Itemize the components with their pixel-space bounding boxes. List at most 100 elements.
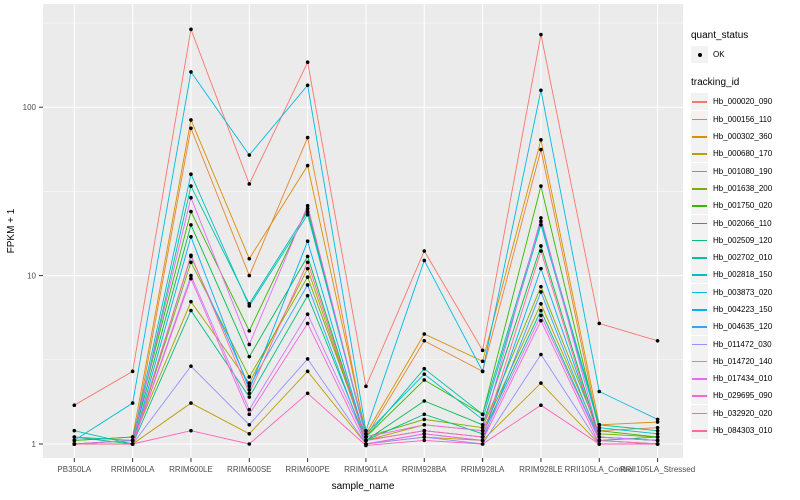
- data-point: [72, 428, 77, 433]
- data-point: [655, 425, 660, 430]
- data-point: [655, 420, 660, 424]
- x-tick-label: RRIM600LA: [111, 465, 155, 474]
- legend-item[interactable]: Hb_000020_090: [691, 93, 799, 111]
- legend-item-label: Hb_002509_120: [713, 235, 773, 245]
- data-point: [422, 258, 427, 263]
- legend-item[interactable]: Hb_002509_120: [691, 231, 799, 249]
- data-point: [480, 359, 485, 364]
- data-point: [72, 442, 77, 446]
- legend-item-label: Hb_032920_020: [713, 408, 773, 418]
- data-point: [305, 163, 310, 168]
- data-point: [655, 442, 660, 446]
- legend-item-label: Hb_003873_020: [713, 287, 773, 297]
- line-key-icon: [691, 128, 708, 146]
- legend-item-label: Hb_001750_020: [713, 201, 773, 211]
- legend-item[interactable]: Hb_017434_010: [691, 370, 799, 388]
- data-point: [189, 308, 193, 313]
- legend-item[interactable]: Hb_004223_150: [691, 301, 799, 318]
- legend-item[interactable]: Hb_002702_010: [691, 249, 799, 267]
- y-tick-label: 10: [27, 272, 36, 281]
- data-point: [130, 401, 135, 405]
- data-point: [480, 369, 485, 374]
- line-key-icon: [691, 214, 708, 232]
- data-point: [480, 412, 485, 417]
- data-point: [305, 206, 310, 211]
- data-point: [480, 417, 485, 422]
- data-point: [422, 378, 427, 382]
- data-point: [189, 195, 193, 200]
- legend-item[interactable]: Hb_084303_010: [691, 422, 799, 440]
- data-point: [539, 352, 543, 357]
- legend-item-label: Hb_029695_090: [713, 391, 773, 401]
- legend-item[interactable]: Hb_002066_110: [691, 214, 799, 232]
- data-point: [305, 212, 310, 217]
- data-point: [130, 435, 135, 439]
- legend-item-label: Hb_014720_140: [713, 356, 773, 366]
- data-point: [655, 339, 660, 343]
- x-tick-label: RRIM928LA: [461, 465, 505, 474]
- x-tick-label: RRIM928BA: [402, 465, 447, 474]
- legend-item[interactable]: Hb_001638_200: [691, 179, 799, 197]
- line-key-icon: [691, 197, 708, 215]
- data-point: [655, 431, 660, 436]
- data-point: [539, 308, 543, 313]
- data-point: [364, 428, 368, 433]
- series-legend-list: Hb_000020_090 Hb_000156_110 Hb_000302_360 H…: [691, 93, 799, 440]
- data-point: [247, 381, 252, 385]
- legend-item[interactable]: Hb_029695_090: [691, 387, 799, 405]
- data-point: [247, 354, 252, 359]
- data-point: [539, 266, 543, 271]
- data-point: [189, 223, 193, 227]
- data-point: [539, 318, 543, 323]
- line-key-icon: [691, 283, 708, 301]
- legend-item[interactable]: Hb_003873_020: [691, 283, 799, 301]
- data-point: [305, 293, 310, 298]
- data-point: [305, 283, 310, 287]
- legend-item[interactable]: Hb_002818_150: [691, 266, 799, 284]
- legend-item[interactable]: Hb_000302_360: [691, 128, 799, 146]
- legend-item-label: Hb_017434_010: [713, 374, 773, 384]
- legend-item[interactable]: Hb_001750_020: [691, 197, 799, 215]
- data-point: [189, 273, 193, 278]
- data-point: [305, 239, 310, 244]
- legend-item[interactable]: Hb_001080_190: [691, 162, 799, 180]
- data-point: [247, 407, 252, 412]
- data-point: [189, 209, 193, 214]
- data-point: [422, 412, 427, 417]
- legend-item[interactable]: Hb_011472_030: [691, 335, 799, 353]
- legend-item[interactable]: Hb_000680_170: [691, 145, 799, 163]
- data-point: [305, 312, 310, 316]
- data-point: [305, 369, 310, 374]
- data-point: [247, 391, 252, 396]
- data-point: [480, 428, 485, 433]
- data-point: [189, 428, 193, 433]
- line-key-icon: [691, 93, 708, 111]
- y-axis-title: FPKM + 1: [6, 208, 17, 253]
- data-point: [247, 442, 252, 446]
- legend-item-ok[interactable]: OK: [691, 46, 799, 64]
- data-point: [72, 438, 77, 443]
- legend: quant_status OK tracking_id Hb_000020_09…: [691, 30, 799, 440]
- x-tick-label: RRIM600SE: [227, 465, 271, 474]
- data-point: [72, 435, 77, 439]
- legend-item-label: Hb_001638_200: [713, 183, 773, 193]
- data-point: [364, 443, 368, 448]
- legend-item[interactable]: Hb_032920_020: [691, 404, 799, 422]
- data-point: [189, 126, 193, 131]
- data-point: [422, 372, 427, 376]
- data-point: [305, 391, 310, 396]
- data-point: [189, 276, 193, 281]
- legend-item-label: Hb_084303_010: [713, 426, 773, 436]
- legend-item[interactable]: Hb_014720_140: [691, 352, 799, 370]
- axis-tick-labels: PB350LA RRIM600LA RRIM600LE RRIM600SE RRIM60…: [23, 103, 696, 474]
- data-point: [247, 304, 252, 308]
- data-point: [247, 431, 252, 436]
- legend-item[interactable]: Hb_004635_120: [691, 318, 799, 336]
- y-tick-label: 100: [23, 103, 37, 112]
- legend-item-label: Hb_000020_090: [713, 97, 773, 107]
- legend-item[interactable]: Hb_000156_110: [691, 110, 799, 128]
- legend-item-label: Hb_004635_120: [713, 322, 773, 332]
- data-point: [247, 375, 252, 379]
- data-points: [72, 27, 660, 448]
